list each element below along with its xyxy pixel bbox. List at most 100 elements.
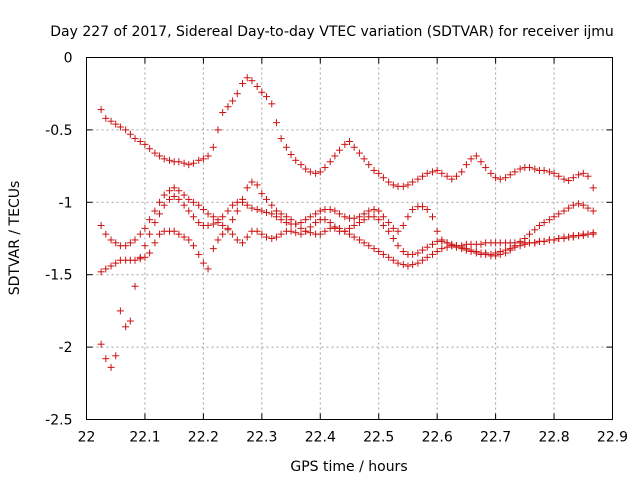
data-point (126, 317, 134, 325)
data-point (370, 213, 378, 221)
data-point (116, 307, 124, 315)
data-point (379, 250, 387, 258)
data-point (448, 240, 456, 248)
data-point (224, 207, 232, 215)
data-point (472, 248, 480, 256)
data-point (292, 229, 300, 237)
data-point (560, 175, 568, 183)
data-point (535, 221, 543, 229)
data-point (531, 226, 539, 234)
data-point (350, 143, 358, 151)
data-point (438, 169, 446, 177)
plot-frame (86, 57, 613, 420)
data-point (263, 208, 271, 216)
data-point (185, 195, 193, 203)
data-point (492, 174, 500, 182)
data-point (209, 220, 217, 228)
data-point (272, 233, 280, 241)
data-point (385, 227, 393, 235)
data-point (355, 236, 363, 244)
data-point (116, 123, 124, 131)
data-point (199, 206, 207, 214)
data-point (199, 155, 207, 163)
data-point (253, 181, 261, 189)
data-point (209, 245, 217, 253)
data-point (146, 230, 154, 238)
data-point (375, 216, 383, 224)
data-point (146, 249, 154, 257)
data-point (409, 178, 417, 186)
data-point (341, 140, 349, 148)
data-point (477, 240, 485, 248)
data-point (156, 210, 164, 218)
data-point (487, 169, 495, 177)
data-point (136, 137, 144, 145)
data-point (355, 219, 363, 227)
data-point (258, 230, 266, 238)
data-point (355, 149, 363, 157)
data-point (584, 204, 592, 212)
data-point (375, 169, 383, 177)
data-point (312, 219, 320, 227)
data-point (272, 207, 280, 215)
data-point (131, 135, 139, 143)
data-point (287, 216, 295, 224)
data-point (97, 268, 105, 276)
data-point (195, 250, 203, 258)
data-point (107, 117, 115, 125)
x-tick-label: 22.9 (597, 430, 628, 446)
data-point (243, 201, 251, 209)
data-point (550, 236, 558, 244)
data-point (385, 178, 393, 186)
data-point (404, 262, 412, 270)
data-point (180, 201, 188, 209)
data-point (126, 130, 134, 138)
x-axis-title: GPS time / hours (290, 459, 407, 475)
data-point (579, 201, 587, 209)
data-point (423, 243, 431, 251)
data-point (287, 227, 295, 235)
series-3 (97, 178, 597, 276)
data-point (360, 239, 368, 247)
data-point (331, 224, 339, 232)
data-point (233, 236, 241, 244)
data-point (302, 216, 310, 224)
data-point (229, 216, 237, 224)
data-point (306, 223, 314, 231)
data-point (399, 248, 407, 256)
data-point (555, 210, 563, 218)
data-point (131, 236, 139, 244)
data-point (346, 224, 353, 232)
data-point (209, 143, 217, 151)
data-point (233, 90, 241, 98)
data-point (385, 219, 393, 227)
data-point (394, 242, 402, 250)
data-point (316, 207, 324, 215)
data-point (239, 195, 247, 203)
data-point (496, 248, 504, 256)
data-point (141, 140, 149, 148)
data-point (569, 201, 577, 209)
data-point (268, 100, 276, 108)
data-point (312, 210, 320, 218)
y-tick-label: -1.5 (45, 268, 72, 284)
data-point (268, 210, 276, 218)
data-point (584, 172, 592, 180)
data-point (292, 156, 300, 164)
data-point (268, 201, 276, 209)
data-point (248, 178, 256, 186)
data-point (189, 213, 197, 221)
x-tick-label: 22.7 (480, 430, 511, 446)
data-point (102, 230, 110, 238)
data-point (350, 221, 358, 229)
data-point (477, 158, 485, 166)
data-point (189, 159, 197, 167)
data-point (316, 230, 324, 238)
data-point (370, 206, 378, 214)
data-point (248, 77, 256, 85)
data-point (516, 165, 524, 173)
data-point (399, 261, 407, 269)
data-point (394, 227, 402, 235)
data-point (229, 230, 237, 238)
data-point (126, 239, 134, 247)
